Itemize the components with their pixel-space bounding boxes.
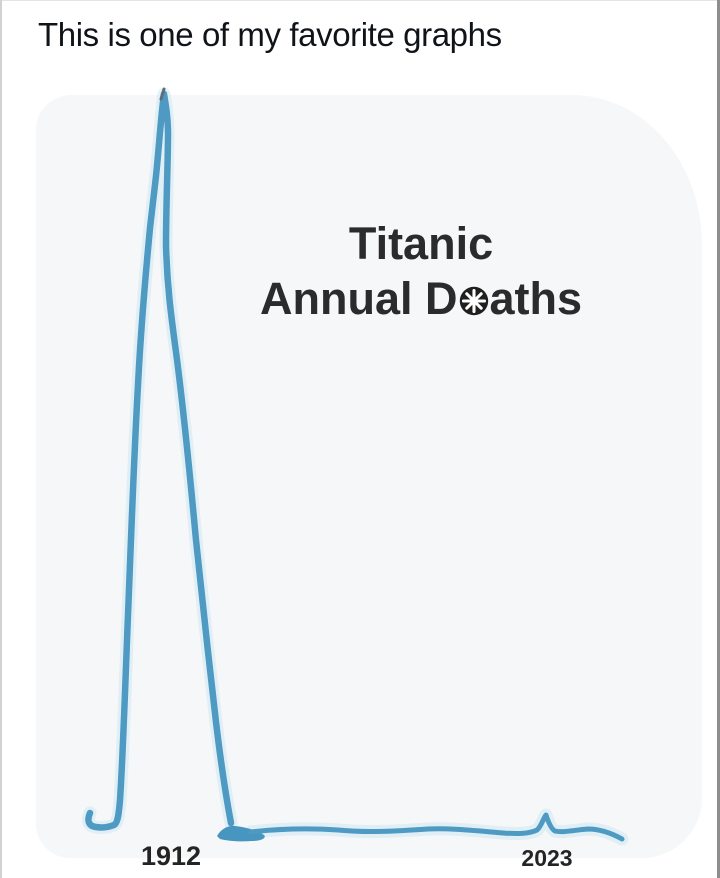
x-tick-2023: 2023 bbox=[521, 845, 573, 871]
page-left-border bbox=[0, 0, 2, 878]
page-right-border bbox=[717, 0, 720, 878]
chart-title-line1: Titanic bbox=[348, 218, 494, 269]
x-tick-1912: 1912 bbox=[140, 841, 202, 871]
page-top-border bbox=[0, 0, 720, 1]
chart-panel bbox=[36, 95, 702, 858]
post-text: This is one of my favorite graphs bbox=[38, 16, 502, 53]
censored-letter-icon bbox=[459, 286, 488, 316]
